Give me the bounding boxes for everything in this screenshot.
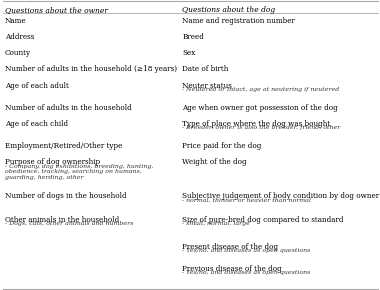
Text: Number of adults in the household: Number of adults in the household (5, 104, 132, 112)
Text: - Neutered or intact, age at neutering if neutered: - Neutered or intact, age at neutering i… (182, 87, 340, 92)
Text: Age when owner got possession of the dog: Age when owner got possession of the dog (182, 104, 338, 112)
Text: Address: Address (5, 33, 34, 41)
Text: Employment/Retired/Other type: Employment/Retired/Other type (5, 142, 122, 150)
Text: Neuter status: Neuter status (182, 81, 232, 90)
Text: Subjective judgement of body condition by dog owner: Subjective judgement of body condition b… (182, 193, 380, 200)
Text: County: County (5, 49, 31, 57)
Text: Questions about the dog: Questions about the dog (182, 6, 276, 14)
Text: Age of each child: Age of each child (5, 120, 68, 128)
Text: - Dogs, cats, other animals and numbers: - Dogs, cats, other animals and numbers (5, 221, 133, 226)
Text: - Breeder, owner is also the breeder, friend, other: - Breeder, owner is also the breeder, fr… (182, 125, 340, 130)
Text: Size of pure-bred dog compared to standard: Size of pure-bred dog compared to standa… (182, 216, 344, 224)
Text: Type of place where the dog was bought: Type of place where the dog was bought (182, 120, 331, 128)
Text: Previous disease of the dog: Previous disease of the dog (182, 265, 282, 273)
Text: - Company, dog exhibitions, breeding, hunting,
obedience, tracking, searching on: - Company, dog exhibitions, breeding, hu… (5, 164, 153, 180)
Text: - small, normal, large: - small, normal, large (182, 221, 250, 226)
Text: Other animals in the household: Other animals in the household (5, 216, 119, 224)
Text: Purpose of dog ownership: Purpose of dog ownership (5, 158, 100, 166)
Text: Sex: Sex (182, 49, 196, 57)
Text: Age of each adult: Age of each adult (5, 81, 69, 90)
Text: Weight of the dog: Weight of the dog (182, 158, 247, 166)
Text: Number of dogs in the household: Number of dogs in the household (5, 193, 127, 200)
Text: Name: Name (5, 17, 27, 25)
Text: Number of adults in the household (≥18 years): Number of adults in the household (≥18 y… (5, 65, 177, 73)
Text: Present disease of the dog: Present disease of the dog (182, 243, 279, 251)
Text: Breed: Breed (182, 33, 204, 41)
Text: Price paid for the dog: Price paid for the dog (182, 142, 262, 150)
Text: - normal, thinner or heavier than normal: - normal, thinner or heavier than normal (182, 198, 311, 203)
Text: - Yes/no, and diseases as open questions: - Yes/no, and diseases as open questions (182, 270, 311, 275)
Text: - Yes/no, and diseases as open questions: - Yes/no, and diseases as open questions (182, 248, 311, 253)
Text: Date of birth: Date of birth (182, 65, 229, 73)
Text: Name and registration number: Name and registration number (182, 17, 295, 25)
Text: Questions about the owner: Questions about the owner (5, 6, 108, 14)
